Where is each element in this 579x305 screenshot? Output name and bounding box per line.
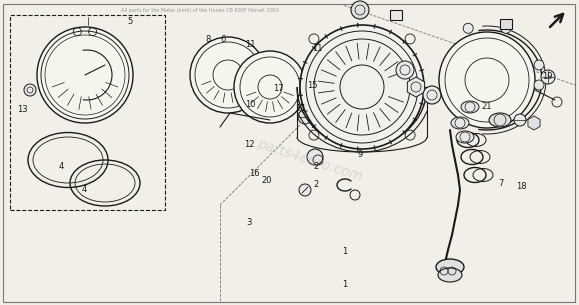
Polygon shape <box>408 77 424 97</box>
Circle shape <box>514 114 526 126</box>
Polygon shape <box>500 19 512 29</box>
Ellipse shape <box>456 131 474 143</box>
Circle shape <box>541 70 555 84</box>
Ellipse shape <box>438 268 462 282</box>
Text: parts4euro.com: parts4euro.com <box>255 136 365 184</box>
Circle shape <box>24 84 36 96</box>
Text: 11: 11 <box>245 40 255 49</box>
Ellipse shape <box>436 259 464 275</box>
Text: 18: 18 <box>516 181 526 191</box>
Text: 1: 1 <box>342 247 347 256</box>
Text: 16: 16 <box>250 169 260 178</box>
Text: 5: 5 <box>127 17 133 26</box>
Circle shape <box>37 27 133 123</box>
Polygon shape <box>528 116 540 130</box>
Text: 4: 4 <box>58 162 64 171</box>
Ellipse shape <box>303 71 317 81</box>
Text: 8: 8 <box>206 35 211 44</box>
Text: 9: 9 <box>357 149 363 159</box>
Circle shape <box>234 51 306 123</box>
Text: 2: 2 <box>313 180 318 189</box>
Circle shape <box>501 23 511 33</box>
Text: 13: 13 <box>17 105 27 114</box>
Circle shape <box>534 80 544 90</box>
Text: 20: 20 <box>261 176 272 185</box>
Text: 19: 19 <box>542 72 552 81</box>
Circle shape <box>396 61 414 79</box>
Text: 11: 11 <box>312 44 323 53</box>
Circle shape <box>307 149 323 165</box>
Ellipse shape <box>461 101 479 113</box>
Text: 2: 2 <box>313 162 318 171</box>
Circle shape <box>439 32 535 128</box>
Polygon shape <box>390 10 402 20</box>
Text: 3: 3 <box>246 218 252 227</box>
Circle shape <box>463 23 473 33</box>
Text: 21: 21 <box>481 102 492 111</box>
Circle shape <box>423 86 441 104</box>
Text: 15: 15 <box>307 81 318 90</box>
Ellipse shape <box>451 117 469 129</box>
Circle shape <box>534 60 544 70</box>
Text: All parts for the Meter (kmh) of the Honda CB 600F Hornet 2003: All parts for the Meter (kmh) of the Hon… <box>121 8 279 13</box>
Circle shape <box>299 184 311 196</box>
Ellipse shape <box>303 63 317 73</box>
Text: 10: 10 <box>245 100 255 109</box>
Text: 4: 4 <box>81 185 87 194</box>
Circle shape <box>300 25 424 149</box>
Text: 17: 17 <box>273 84 283 93</box>
Text: 6: 6 <box>220 35 226 44</box>
Text: 14: 14 <box>295 104 305 113</box>
Ellipse shape <box>489 113 511 127</box>
Ellipse shape <box>303 87 317 97</box>
Text: 12: 12 <box>244 140 254 149</box>
Circle shape <box>298 110 312 124</box>
Text: 7: 7 <box>498 178 504 188</box>
Ellipse shape <box>303 79 317 89</box>
Text: 1: 1 <box>342 280 347 289</box>
Circle shape <box>190 37 266 113</box>
Circle shape <box>351 1 369 19</box>
